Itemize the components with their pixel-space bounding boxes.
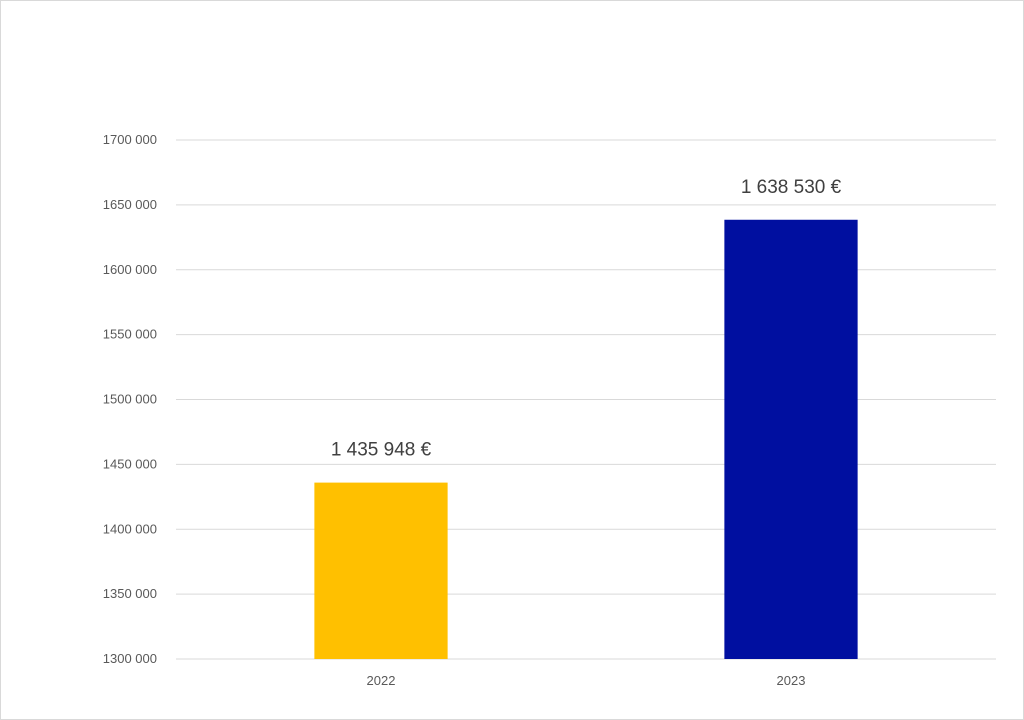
y-tick-label: 1500 000	[103, 392, 157, 407]
data-labels: 1 435 948 € 1 638 530 €	[331, 177, 842, 461]
gridlines	[176, 139, 996, 660]
y-tick-label: 1650 000	[103, 197, 157, 212]
x-tick-label: 2022	[367, 673, 396, 688]
y-tick-label: 1600 000	[103, 262, 157, 277]
y-tick-label: 1450 000	[103, 456, 157, 471]
bars	[314, 219, 858, 659]
x-axis-tick-labels: 2022 2023	[367, 673, 806, 688]
data-label-2022: 1 435 948 €	[331, 440, 432, 461]
bar-2022	[314, 482, 448, 659]
y-axis-tick-labels: 1300 000 1350 000 1400 000 1450 000 1500 000…	[103, 132, 157, 666]
y-tick-label: 1400 000	[103, 521, 157, 536]
bar-2023	[724, 219, 858, 659]
y-tick-label: 1550 000	[103, 327, 157, 342]
data-label-2023: 1 638 530 €	[741, 177, 842, 198]
y-tick-label: 1300 000	[103, 651, 157, 666]
x-tick-label: 2023	[777, 673, 806, 688]
y-tick-label: 1700 000	[103, 132, 157, 147]
y-tick-label: 1350 000	[103, 586, 157, 601]
